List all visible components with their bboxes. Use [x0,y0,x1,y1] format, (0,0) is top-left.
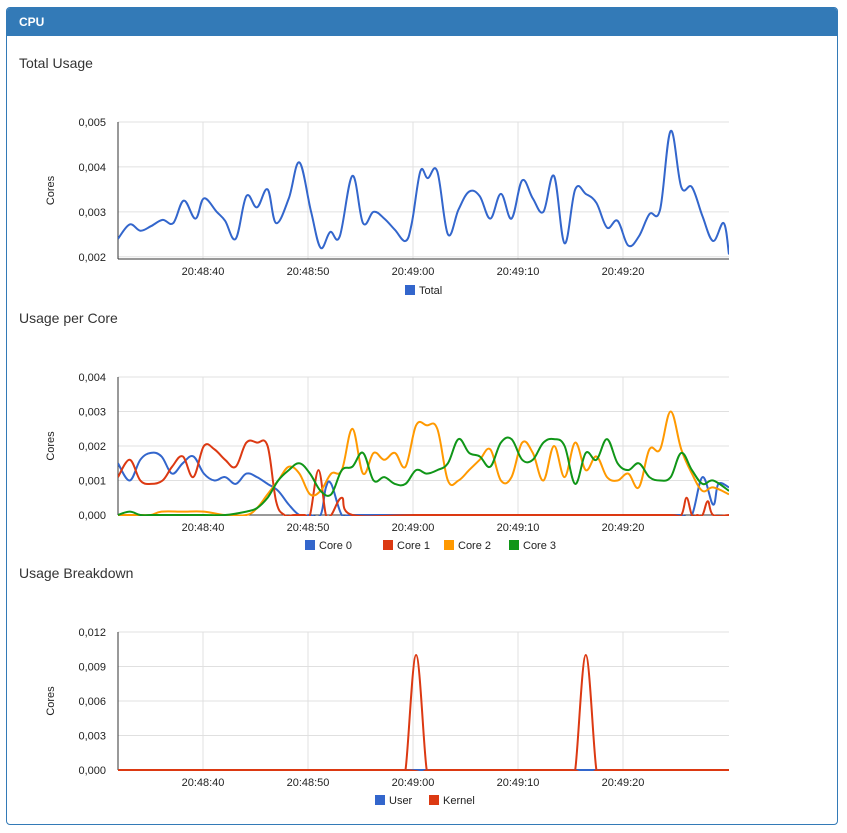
x-tick-label: 20:48:40 [182,777,225,789]
y-axis-label: Cores [45,175,57,205]
legend-label: Total [419,285,442,297]
series-line-core-1 [118,439,729,516]
y-tick-label: 0,002 [78,252,106,264]
x-tick-label: 20:49:00 [392,266,435,278]
series-line-kernel [118,653,729,771]
y-tick-label: 0,004 [78,162,106,174]
x-tick-label: 20:48:40 [182,266,225,278]
series-line-core-2 [118,410,729,516]
series-line-total [118,129,729,255]
cpu-panel: CPU [6,7,838,825]
y-tick-label: 0,003 [78,731,106,743]
x-tick-label: 20:49:20 [602,777,645,789]
legend-swatch [429,795,439,805]
legend-label: Core 2 [458,540,491,552]
y-tick-label: 0,005 [78,117,106,129]
x-tick-label: 20:49:00 [392,522,435,534]
legend-swatch [375,795,385,805]
y-axis-label: Cores [45,431,57,461]
y-tick-label: 0,003 [78,207,106,219]
legend-swatch [405,285,415,295]
x-tick-label: 20:48:50 [287,522,330,534]
legend-label: Core 3 [523,540,556,552]
x-tick-label: 20:49:10 [497,777,540,789]
legend-swatch [383,540,393,550]
legend-label: Core 1 [397,540,430,552]
legend-label: User [389,795,413,807]
y-tick-label: 0,002 [78,441,106,453]
series-line-core-3 [118,436,729,516]
x-tick-label: 20:48:50 [287,266,330,278]
chart-title-total-usage: Total Usage [19,55,93,71]
x-tick-label: 20:48:50 [287,777,330,789]
legend-swatch [509,540,519,550]
x-tick-label: 20:49:10 [497,522,540,534]
y-tick-label: 0,000 [78,765,106,777]
x-tick-label: 20:49:20 [602,522,645,534]
y-tick-label: 0,000 [78,510,106,522]
y-tick-label: 0,004 [78,372,106,384]
legend-label: Core 0 [319,540,352,552]
panel-title: CPU [7,8,837,36]
y-tick-label: 0,012 [78,627,106,639]
x-tick-label: 20:49:10 [497,266,540,278]
chart-1: 0,005 0,004 0,003 0,002 20:48:40 20:48:50 20:4… [45,117,729,297]
y-tick-label: 0,001 [78,476,106,488]
x-tick-label: 20:48:40 [182,522,225,534]
chart-title-usage-breakdown: Usage Breakdown [19,565,134,581]
x-tick-label: 20:49:00 [392,777,435,789]
legend-swatch [305,540,315,550]
x-tick-label: 20:49:20 [602,266,645,278]
y-axis-label: Cores [45,686,57,716]
legend-label: Kernel [443,795,475,807]
y-tick-label: 0,006 [78,696,106,708]
y-tick-label: 0,003 [78,407,106,419]
y-tick-label: 0,009 [78,662,106,674]
chart-title-usage-per-core: Usage per Core [19,310,118,326]
chart-2: 0,004 0,003 0,002 0,001 0,000 20:48:40 20:48:5… [45,372,729,552]
chart-3: 0,012 0,009 0,006 0,003 0,000 20:48:40 20:48:5… [45,627,729,807]
legend-swatch [444,540,454,550]
